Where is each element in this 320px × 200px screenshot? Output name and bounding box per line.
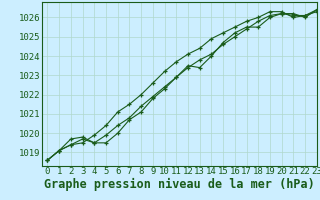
X-axis label: Graphe pression niveau de la mer (hPa): Graphe pression niveau de la mer (hPa) xyxy=(44,178,315,191)
